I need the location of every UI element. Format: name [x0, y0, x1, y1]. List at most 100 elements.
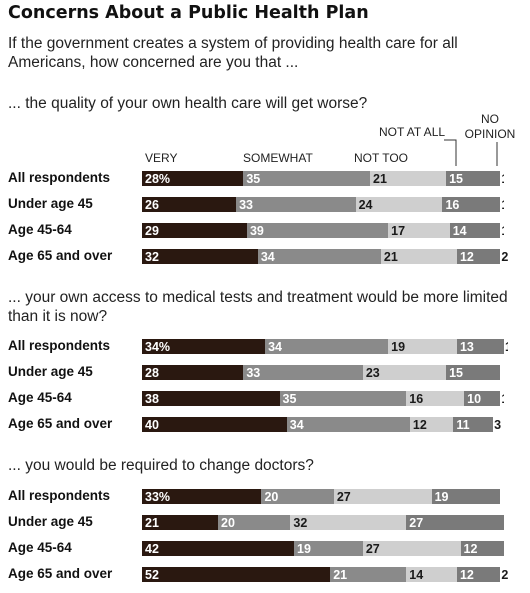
- bar-label: 2: [501, 249, 508, 264]
- bar-label: 11: [456, 417, 470, 432]
- bar-label: 2: [501, 567, 508, 582]
- bar-very-all-respondents: 34%: [142, 339, 266, 354]
- bar-not-too-age-45-64: 27: [362, 541, 461, 556]
- bar-not-at-all-age-65-and-over: 12: [456, 249, 501, 264]
- bar-label: 27: [365, 541, 380, 556]
- bar-label: 27: [409, 515, 424, 530]
- bar-label: 21: [383, 249, 398, 264]
- bar-label: 20: [264, 489, 279, 504]
- bar-not-at-all-all-respondents: 15: [446, 171, 501, 186]
- bar-label: 1: [501, 198, 504, 212]
- bar-very-under-age-45: 26: [142, 197, 237, 212]
- bar-somewhat-age-45-64: 19: [294, 541, 363, 556]
- bar-not-too-all-respondents: 21: [370, 171, 447, 186]
- bar-label: 13: [459, 339, 474, 354]
- bar-label: 35: [282, 391, 297, 406]
- question-2: ... your own access to medical tests and…: [8, 289, 508, 325]
- bar-label: 12: [459, 567, 474, 582]
- question-3: ... you would be required to change doct…: [8, 457, 314, 474]
- bar-no-opinion-age-65-and-over: 2: [500, 249, 508, 264]
- row-label-age-65-and-over: Age 65 and over: [8, 416, 113, 431]
- bar-very-age-45-64: 38: [142, 391, 280, 406]
- row-label-under-age-45: Under age 45: [8, 364, 93, 379]
- bar-label: 15: [449, 171, 463, 186]
- bar-no-opinion-all-respondents: 1: [504, 339, 508, 354]
- bar-label: 1: [505, 340, 508, 354]
- row-label-age-45-64: Age 45-64: [8, 222, 72, 237]
- bar-not-too-under-age-45: 23: [362, 365, 447, 380]
- bar-not-too-age-65-and-over: 12: [409, 417, 454, 432]
- bar-label: 40: [145, 417, 159, 432]
- bar-label: 28%: [145, 171, 171, 186]
- bar-no-opinion-age-65-and-over: 3: [493, 417, 504, 432]
- bar-not-at-all-under-age-45: 16: [442, 197, 501, 212]
- bar-very-under-age-45: 28: [142, 365, 244, 380]
- bar-somewhat-age-65-and-over: 34: [286, 417, 410, 432]
- bar-not-at-all-all-respondents: 19: [431, 489, 501, 504]
- legend-not-too: NOT TOO: [354, 151, 409, 165]
- legend-no-opinion: NO OPINION: [464, 112, 516, 141]
- bar-label: 12: [463, 541, 478, 556]
- bar-label: 32: [145, 249, 159, 264]
- bar-label: 19: [391, 339, 406, 354]
- bar-not-at-all-age-45-64: 10: [464, 391, 501, 406]
- bar-not-at-all-under-age-45: 27: [406, 515, 504, 530]
- bar-label: 14: [452, 223, 467, 238]
- bar-not-at-all-age-65-and-over: 11: [453, 417, 494, 432]
- bar-not-at-all-age-45-64: 14: [449, 223, 501, 238]
- bar-label: 10: [467, 391, 482, 406]
- bar-label: 33: [246, 365, 261, 380]
- bar-very-all-respondents: 28%: [142, 171, 244, 186]
- bar-not-too-age-45-64: 17: [388, 223, 450, 238]
- question-1: ... the quality of your own health care …: [8, 95, 368, 112]
- legend-somewhat: SOMEWHAT: [243, 151, 313, 165]
- bar-not-too-under-age-45: 24: [355, 197, 443, 212]
- bar-very-age-65-and-over: 52: [142, 567, 331, 582]
- row-label-age-45-64: Age 45-64: [8, 390, 72, 405]
- bar-very-age-65-and-over: 32: [142, 249, 258, 264]
- bar-label: 27: [336, 489, 351, 504]
- bar-label: 34: [268, 339, 282, 354]
- bar-label: 16: [445, 197, 460, 212]
- bar-label: 21: [145, 515, 159, 530]
- bar-no-opinion-under-age-45: 1: [500, 197, 504, 212]
- bar-very-age-65-and-over: 40: [142, 417, 287, 432]
- legend-very: VERY: [145, 151, 178, 165]
- bar-label: 23: [365, 365, 380, 380]
- bar-no-opinion-age-65-and-over: 2: [500, 567, 508, 582]
- bar-label: 26: [145, 197, 159, 212]
- bar-somewhat-age-45-64: 35: [279, 391, 407, 406]
- bar-somewhat-all-respondents: 34: [265, 339, 389, 354]
- row-label-all-respondents: All respondents: [8, 338, 111, 353]
- bar-label: 1: [501, 392, 504, 406]
- legend-not-at-all: NOT AT ALL: [379, 125, 446, 139]
- bar-label: 15: [449, 365, 463, 380]
- bar-label: 14: [409, 567, 424, 582]
- chart-subtitle: If the government creates a system of pr…: [8, 35, 458, 71]
- bar-somewhat-under-age-45: 33: [243, 365, 363, 380]
- bar-label: 35: [246, 171, 261, 186]
- bar-label: 19: [297, 541, 311, 556]
- bar-label: 1: [501, 172, 504, 186]
- bar-label: 42: [145, 541, 159, 556]
- row-label-all-respondents: All respondents: [8, 170, 111, 185]
- bar-label: 33%: [145, 489, 171, 504]
- bar-not-too-all-respondents: 27: [333, 489, 432, 504]
- row-label-age-45-64: Age 45-64: [8, 540, 72, 555]
- bar-not-at-all-all-respondents: 13: [456, 339, 504, 354]
- bar-label: 19: [434, 489, 449, 504]
- bar-label: 24: [358, 197, 373, 212]
- bar-label: 28: [145, 365, 159, 380]
- bar-not-too-all-respondents: 19: [388, 339, 457, 354]
- bar-label: 12: [412, 417, 427, 432]
- row-label-under-age-45: Under age 45: [8, 514, 93, 529]
- bar-not-too-age-45-64: 16: [406, 391, 465, 406]
- bar-label: 38: [145, 391, 159, 406]
- bar-label: 34%: [145, 339, 171, 354]
- bar-somewhat-under-age-45: 33: [236, 197, 356, 212]
- row-label-under-age-45: Under age 45: [8, 196, 93, 211]
- bar-very-age-45-64: 42: [142, 541, 295, 556]
- bar-label: 20: [221, 515, 235, 530]
- bar-label: 3: [494, 417, 502, 432]
